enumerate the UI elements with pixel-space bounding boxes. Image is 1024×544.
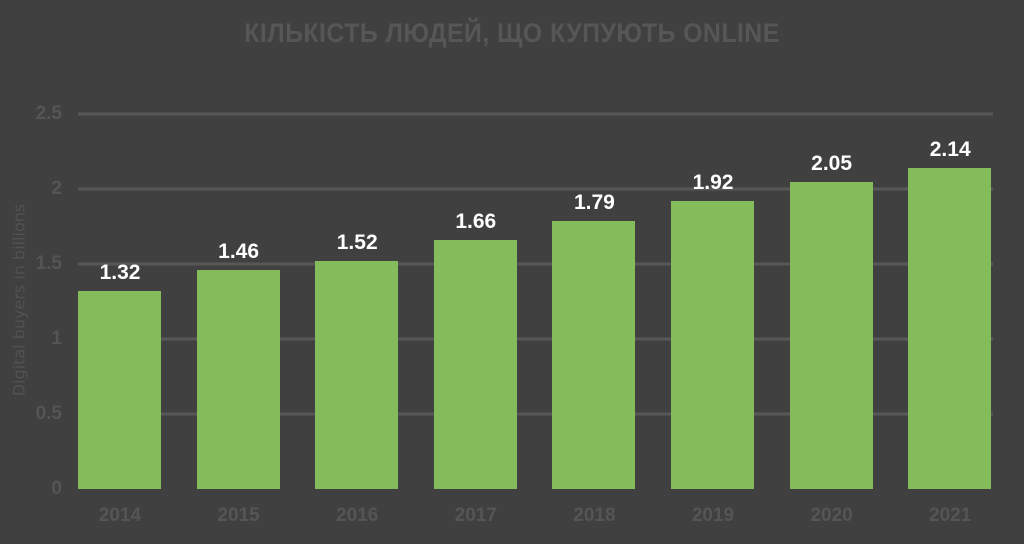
x-tick-label: 2020: [810, 505, 853, 526]
x-tick-label: 2019: [691, 505, 735, 526]
data-label: 2.14: [929, 138, 971, 161]
y-tick-label: 1: [51, 328, 62, 349]
bar-2016: [315, 261, 399, 489]
gridline: [78, 187, 993, 191]
x-tick-label: 2017: [454, 505, 497, 526]
gridline: [78, 112, 993, 116]
y-tick-label: 0: [51, 478, 62, 499]
chart-title: КІЛЬКІСТЬ ЛЮДЕЙ, ЩО КУПУЮТЬ ONLINE: [244, 18, 780, 48]
y-tick-label: 1.5: [35, 253, 62, 274]
y-tick-label: 2: [51, 178, 62, 199]
bar-2015: [196, 270, 280, 489]
gridline: [78, 337, 993, 341]
data-label: 1.66: [455, 210, 497, 233]
bar-2014: [78, 291, 161, 489]
x-tick-label: 2021: [929, 505, 972, 526]
data-label: 1.79: [573, 190, 615, 214]
x-tick-label: 2016: [336, 505, 379, 526]
x-tick-label: 2018: [573, 505, 616, 526]
bar-2018: [552, 220, 636, 489]
data-label: 2.05: [811, 151, 853, 175]
x-tick-label: 2015: [217, 505, 260, 526]
bar-2020: [789, 181, 873, 489]
bar-2017: [433, 240, 517, 489]
data-label: 1.52: [336, 231, 378, 254]
y-tick-label: 2.5: [35, 103, 62, 124]
gridline: [78, 412, 993, 416]
data-label: 1.32: [99, 261, 141, 284]
gridline: [78, 262, 993, 266]
bar-2019: [671, 201, 754, 489]
y-tick-label: 0.5: [35, 403, 62, 424]
data-label: 1.46: [218, 240, 260, 263]
bar-2021: [908, 168, 992, 489]
x-tick-label: 2014: [98, 505, 142, 526]
y-axis-label: Digital buyers in billions: [9, 203, 29, 397]
data-label: 1.92: [692, 171, 734, 194]
